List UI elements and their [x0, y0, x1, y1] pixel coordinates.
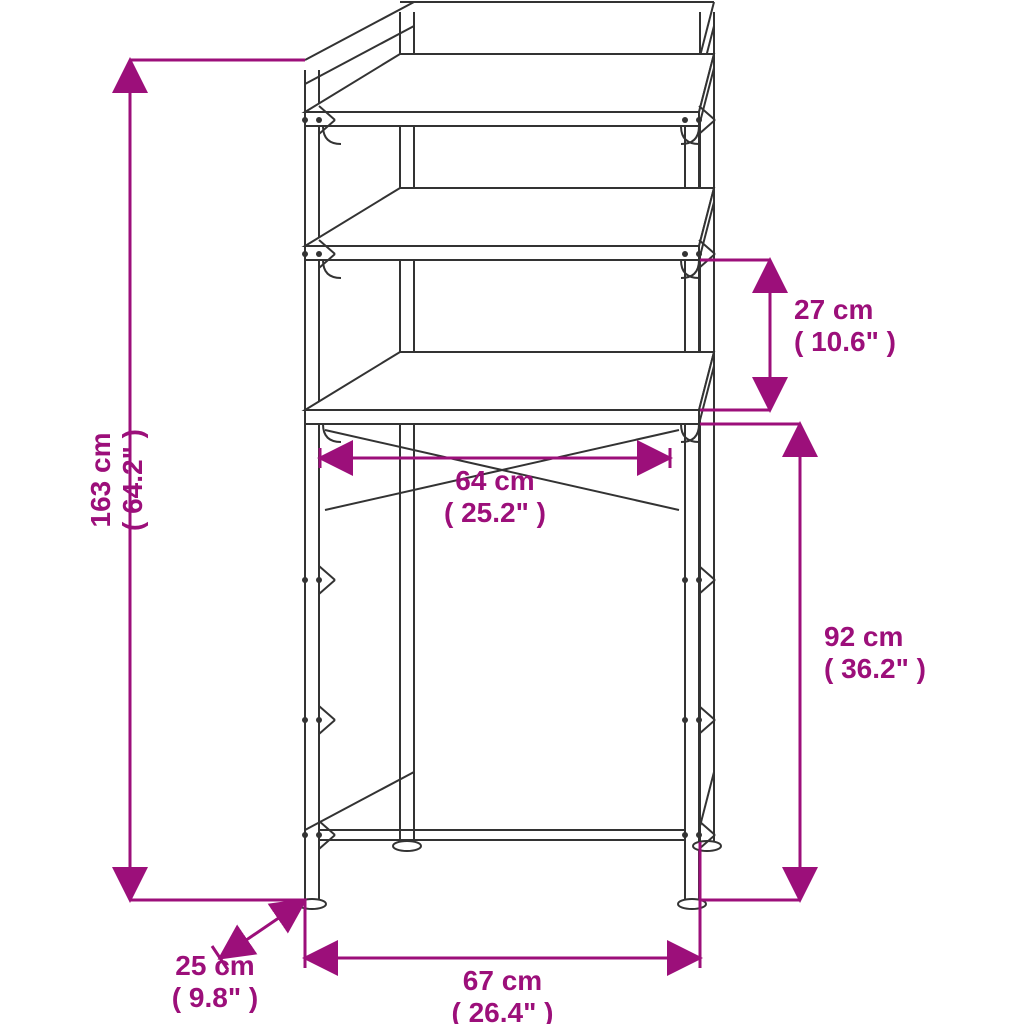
- dim-depth: 25 cm( 9.8" ): [172, 950, 258, 1013]
- shelving-unit: [298, 2, 721, 909]
- dim-width_total: 67 cm( 26.4" ): [452, 965, 554, 1024]
- dimension-diagram: 163 cm( 64.2" ) 64 cm( 25.2" ) 27 cm( 10.6…: [0, 0, 1024, 1024]
- dim-clearance_height: 92 cm( 36.2" ): [824, 621, 926, 684]
- dim-height_total: 163 cm( 64.2" ): [85, 429, 148, 531]
- dim-inner_width: 64 cm( 25.2" ): [444, 465, 546, 528]
- dim-shelf_gap: 27 cm( 10.6" ): [794, 294, 896, 357]
